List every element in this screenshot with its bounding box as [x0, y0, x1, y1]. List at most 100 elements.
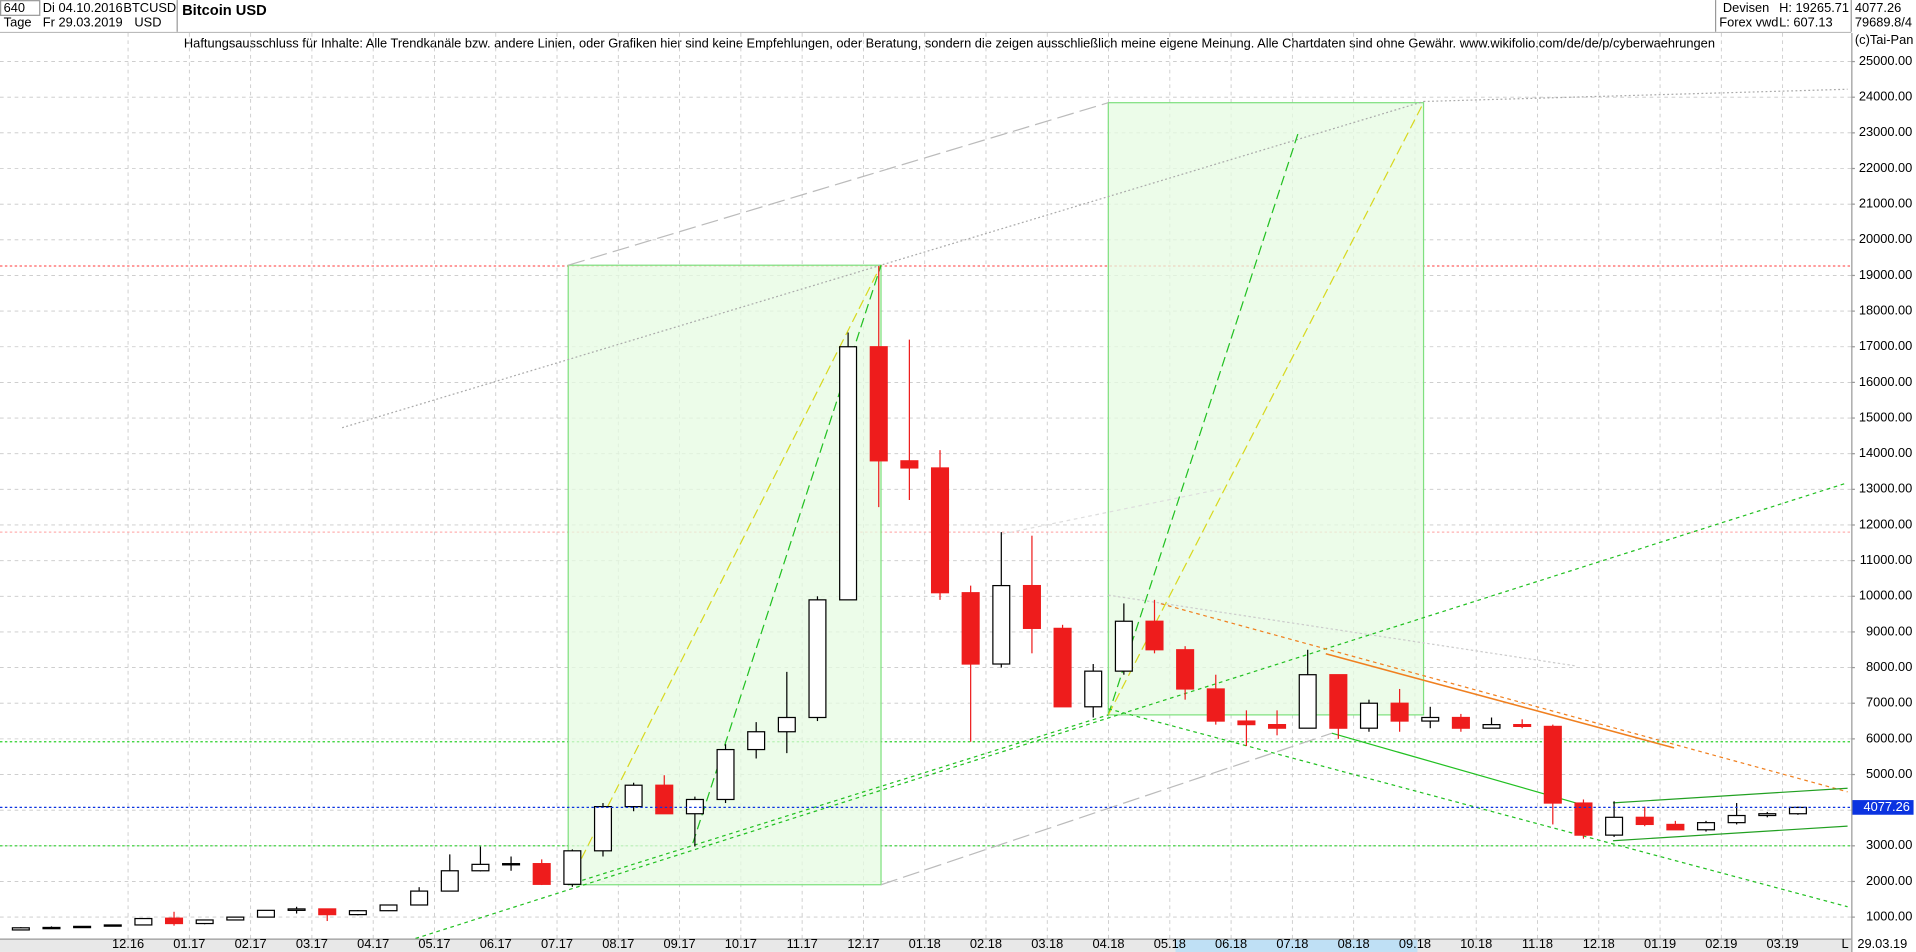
y-tick-label: 10000.00 [1859, 588, 1913, 603]
candle-body [747, 731, 766, 751]
candle-body [869, 346, 888, 462]
candle-body [685, 798, 704, 815]
trend-line [568, 102, 1109, 266]
selection-band[interactable] [1175, 938, 1418, 952]
scale-mode[interactable]: L [1841, 936, 1848, 951]
volume: 79689.8/4 [1855, 15, 1912, 30]
candle-body [1329, 674, 1348, 729]
y-tick-label: 2000.00 [1866, 873, 1912, 888]
x-tick-label: 05.17 [418, 936, 450, 951]
candle-body [655, 784, 674, 815]
candle-body [1513, 724, 1532, 728]
y-tick-label: 19000.00 [1859, 267, 1913, 282]
x-tick-label: 11.18 [1522, 936, 1553, 951]
trend-line [880, 732, 1333, 886]
x-tick-label: 05.18 [1154, 936, 1186, 951]
candle-body [1788, 806, 1807, 815]
y-tick-label: 13000.00 [1859, 481, 1913, 496]
x-tick-label: 01.17 [173, 936, 205, 951]
y-tick-label: 23000.00 [1859, 124, 1913, 139]
source: Forex vwd [1719, 15, 1778, 30]
candle-body [11, 927, 30, 931]
candle-body [1574, 802, 1593, 836]
x-tick-label: 02.18 [970, 936, 1002, 951]
x-tick-label: 10.17 [725, 936, 757, 951]
y-tick-label: 15000.00 [1859, 409, 1913, 424]
candle-body [1114, 620, 1133, 672]
candle-body [992, 584, 1011, 665]
candle-body [1543, 725, 1562, 804]
candle-body [961, 592, 980, 665]
y-tick-label: 22000.00 [1859, 160, 1913, 175]
candle-body [410, 890, 429, 906]
candle-body [1237, 720, 1256, 726]
candle-body [716, 748, 735, 801]
low-info: L: 607.13 [1779, 15, 1833, 30]
candle-body [318, 908, 337, 916]
y-tick-label: 17000.00 [1859, 338, 1913, 353]
candle-body [1451, 716, 1470, 729]
candle-body [1084, 670, 1103, 708]
candle-body [1421, 716, 1440, 722]
candle-body [256, 909, 275, 918]
candle-body [1022, 584, 1041, 629]
candle-body [1390, 702, 1409, 722]
market: Devisen [1723, 0, 1769, 15]
candle-body [808, 599, 827, 719]
last-price-header: 4077.26 [1855, 0, 1901, 15]
x-tick-label: 07.17 [541, 936, 573, 951]
candle-body [593, 805, 613, 852]
candle-body [1666, 823, 1685, 831]
last-price-label: 4077.26 [1864, 799, 1910, 814]
fan-line [567, 264, 882, 886]
y-tick-label: 12000.00 [1859, 516, 1913, 531]
candle-body [103, 924, 122, 927]
candle-body [1727, 814, 1746, 824]
y-tick-label: 1000.00 [1866, 909, 1912, 924]
x-tick-label: 12.18 [1583, 936, 1615, 951]
y-tick-label: 18000.00 [1859, 302, 1913, 317]
end-date-label: 29.03.19 [1857, 936, 1907, 951]
y-tick-label: 11000.00 [1860, 552, 1913, 567]
y-tick-label: 8000.00 [1866, 659, 1912, 674]
candle-body [348, 910, 367, 916]
trend-line [341, 100, 1424, 429]
candle-body [532, 863, 551, 885]
x-tick-label: 01.19 [1644, 936, 1676, 951]
x-tick-label: 04.17 [357, 936, 389, 951]
x-tick-label: 03.18 [1031, 936, 1063, 951]
x-tick-label: 03.19 [1767, 936, 1799, 951]
trend-line [1108, 594, 1577, 667]
candle-body [502, 863, 521, 866]
y-tick-label: 14000.00 [1859, 445, 1913, 460]
y-tick-label: 9000.00 [1866, 623, 1912, 638]
high-info: H: 19265.71 [1779, 0, 1849, 15]
fan-line [1107, 102, 1425, 716]
resistance-line [1160, 603, 1848, 793]
x-tick-label: 09.17 [664, 936, 696, 951]
x-tick-label: 09.18 [1399, 936, 1431, 951]
resistance-line [1325, 653, 1675, 749]
x-tick-label: 02.17 [235, 936, 267, 951]
x-tick-label: 08.18 [1338, 936, 1370, 951]
channel-line [1612, 787, 1848, 804]
disclaimer: Haftungsausschluss für Inhalte: Alle Tre… [184, 35, 1715, 50]
y-tick-label: 7000.00 [1866, 695, 1912, 710]
currency: USD [134, 15, 161, 30]
channel-line [1612, 825, 1848, 842]
y-tick-label: 6000.00 [1866, 730, 1912, 745]
y-tick-label: 21000.00 [1859, 196, 1913, 211]
support-line [568, 714, 1109, 886]
candle-body [1268, 724, 1287, 729]
period[interactable]: Tage [4, 15, 32, 30]
interval-box[interactable] [0, 0, 41, 16]
y-tick-label: 5000.00 [1866, 766, 1912, 781]
candle-body [1298, 674, 1317, 729]
instrument-name: Bitcoin USD [182, 3, 267, 19]
y-tick-label: 16000.00 [1859, 374, 1913, 389]
x-tick-label: 11.17 [787, 936, 818, 951]
candle-body [900, 460, 919, 469]
candle-body [1696, 822, 1716, 831]
candle-body [1145, 620, 1164, 651]
